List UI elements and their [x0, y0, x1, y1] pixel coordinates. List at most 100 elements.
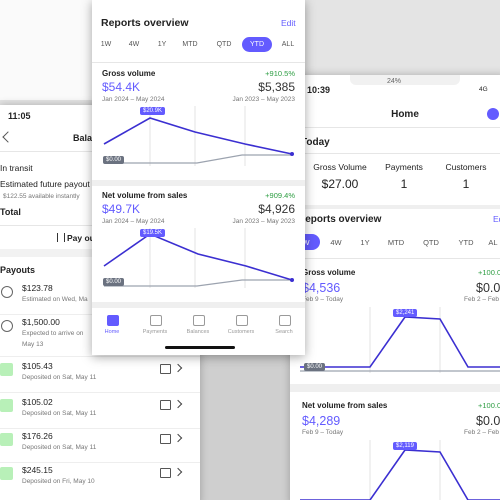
network: 4G [479, 86, 488, 93]
divider [290, 258, 500, 259]
range-tab[interactable]: MTD [182, 41, 198, 48]
payout-amount: $176.26 [22, 431, 53, 441]
metric-prev-value: $4,926 [258, 202, 295, 216]
nav-item[interactable]: Home [104, 329, 120, 335]
metric-name: Gross volume [302, 268, 356, 277]
metric-range: Feb 9 – Today [302, 296, 344, 303]
metric-value: $54.4K [102, 80, 141, 94]
row-label: In transit [0, 163, 33, 173]
nav-icon [150, 315, 162, 326]
section-title: Reports overview [101, 17, 189, 29]
range-tab[interactable]: MTD [387, 238, 405, 247]
range-tab[interactable]: AL [488, 238, 498, 247]
chevron [173, 399, 183, 409]
chart-label: $0.00 [103, 156, 125, 164]
metric-range: Jan 2024 – May 2024 [102, 218, 165, 225]
metric-range: Feb 9 – Today [302, 429, 344, 436]
bank-icon [160, 434, 171, 444]
row-label: Total [0, 207, 21, 217]
payout-amount: $245.15 [22, 465, 53, 475]
range-tab[interactable]: QTD [216, 41, 232, 48]
chart-label: $0.00 [103, 278, 125, 286]
metric-prev-range: Feb 2 – Feb [464, 296, 500, 303]
chart-label: $19.5K [140, 229, 166, 237]
range-tab[interactable]: 1W [100, 41, 112, 48]
chart-label: $2,119 [393, 442, 417, 450]
nav-icon [279, 315, 291, 326]
nav-item[interactable]: Balances [186, 329, 210, 335]
sparkline [300, 307, 500, 373]
metric-change: +909.4% [265, 191, 295, 200]
range-tab[interactable]: ALL [281, 41, 295, 48]
divider [0, 428, 200, 429]
bank-icon [160, 400, 171, 410]
payout-amount: $123.78 [22, 283, 53, 293]
clock-icon [1, 286, 13, 298]
sparkline [103, 228, 294, 288]
payout-detail: Deposited on Fri, May 10 [22, 478, 95, 485]
trend-line [300, 449, 500, 500]
divider [290, 127, 500, 128]
stat-value: 1 [462, 177, 470, 191]
nav-item[interactable]: Payments [142, 329, 168, 335]
range-tab[interactable]: 4W [330, 238, 342, 247]
home-screen: 24% 10:39 4G Home Today Gross Volume $27.00 Pay… [290, 75, 500, 500]
bank-icon [160, 364, 171, 374]
sparkline [300, 440, 500, 500]
section-title: Payouts [0, 265, 36, 275]
sparkline [103, 106, 294, 166]
nav-item[interactable]: Customers [227, 329, 255, 335]
divider [290, 384, 500, 392]
range-tab[interactable]: W [302, 238, 310, 247]
end-dot [290, 152, 294, 156]
stat-label: Payments [385, 162, 423, 172]
backdrop [195, 355, 295, 500]
clock-icon [1, 320, 13, 332]
range-tab[interactable]: 1Y [157, 41, 167, 48]
range-tab[interactable]: 4W [128, 41, 140, 48]
trend-line [300, 316, 500, 368]
chart-label: $0.00 [304, 363, 326, 371]
trend-line [103, 233, 293, 281]
status-time: 11:05 [8, 111, 31, 121]
divider [0, 462, 200, 463]
nav-item[interactable]: Search [275, 329, 293, 335]
home-indicator [165, 346, 235, 349]
metric-prev-value: $5,385 [258, 80, 295, 94]
metric-name: Net volume from sales [102, 191, 188, 200]
range-tab[interactable]: QTD [423, 238, 439, 247]
divider [290, 153, 500, 154]
payout-detail: Deposited on Sat, May 11 [22, 374, 97, 381]
metric-value: $4,289 [302, 414, 341, 428]
notch [350, 75, 460, 85]
edit-link[interactable]: Edit [281, 18, 296, 28]
range-tab[interactable]: YTD [458, 238, 474, 247]
stat-value: $27.00 [321, 177, 359, 191]
metric-change: +100.0 [478, 268, 500, 277]
battery: 24% [387, 78, 402, 85]
edit-link[interactable]: Ed [493, 214, 500, 224]
check-icon [0, 363, 13, 376]
range-tab[interactable]: YTD [250, 41, 264, 48]
metric-prev-value: $0.0 [476, 414, 500, 428]
payout-button[interactable]: Pay out [67, 233, 98, 243]
end-dot [290, 278, 294, 282]
range-tab[interactable]: 1Y [360, 238, 370, 247]
nav-icon [193, 315, 205, 326]
bank-icon [160, 468, 171, 478]
chart-label: $20.9K [140, 107, 166, 115]
divider [0, 392, 200, 393]
divider [92, 302, 305, 308]
chart-label: $2,241 [393, 309, 418, 317]
payout-amount: $105.02 [22, 397, 53, 407]
trend-line [104, 154, 292, 164]
screen-title: Home [391, 109, 419, 120]
stat-label: Gross Volume [313, 162, 367, 172]
metric-value: $49.7K [102, 202, 141, 216]
payout-detail: Deposited on Sat, May 11 [22, 410, 97, 417]
row-detail: $122.55 available instantly [3, 193, 80, 200]
metric-change: +910.5% [265, 69, 295, 78]
trend-line [103, 117, 293, 155]
tab-pill [242, 37, 272, 52]
